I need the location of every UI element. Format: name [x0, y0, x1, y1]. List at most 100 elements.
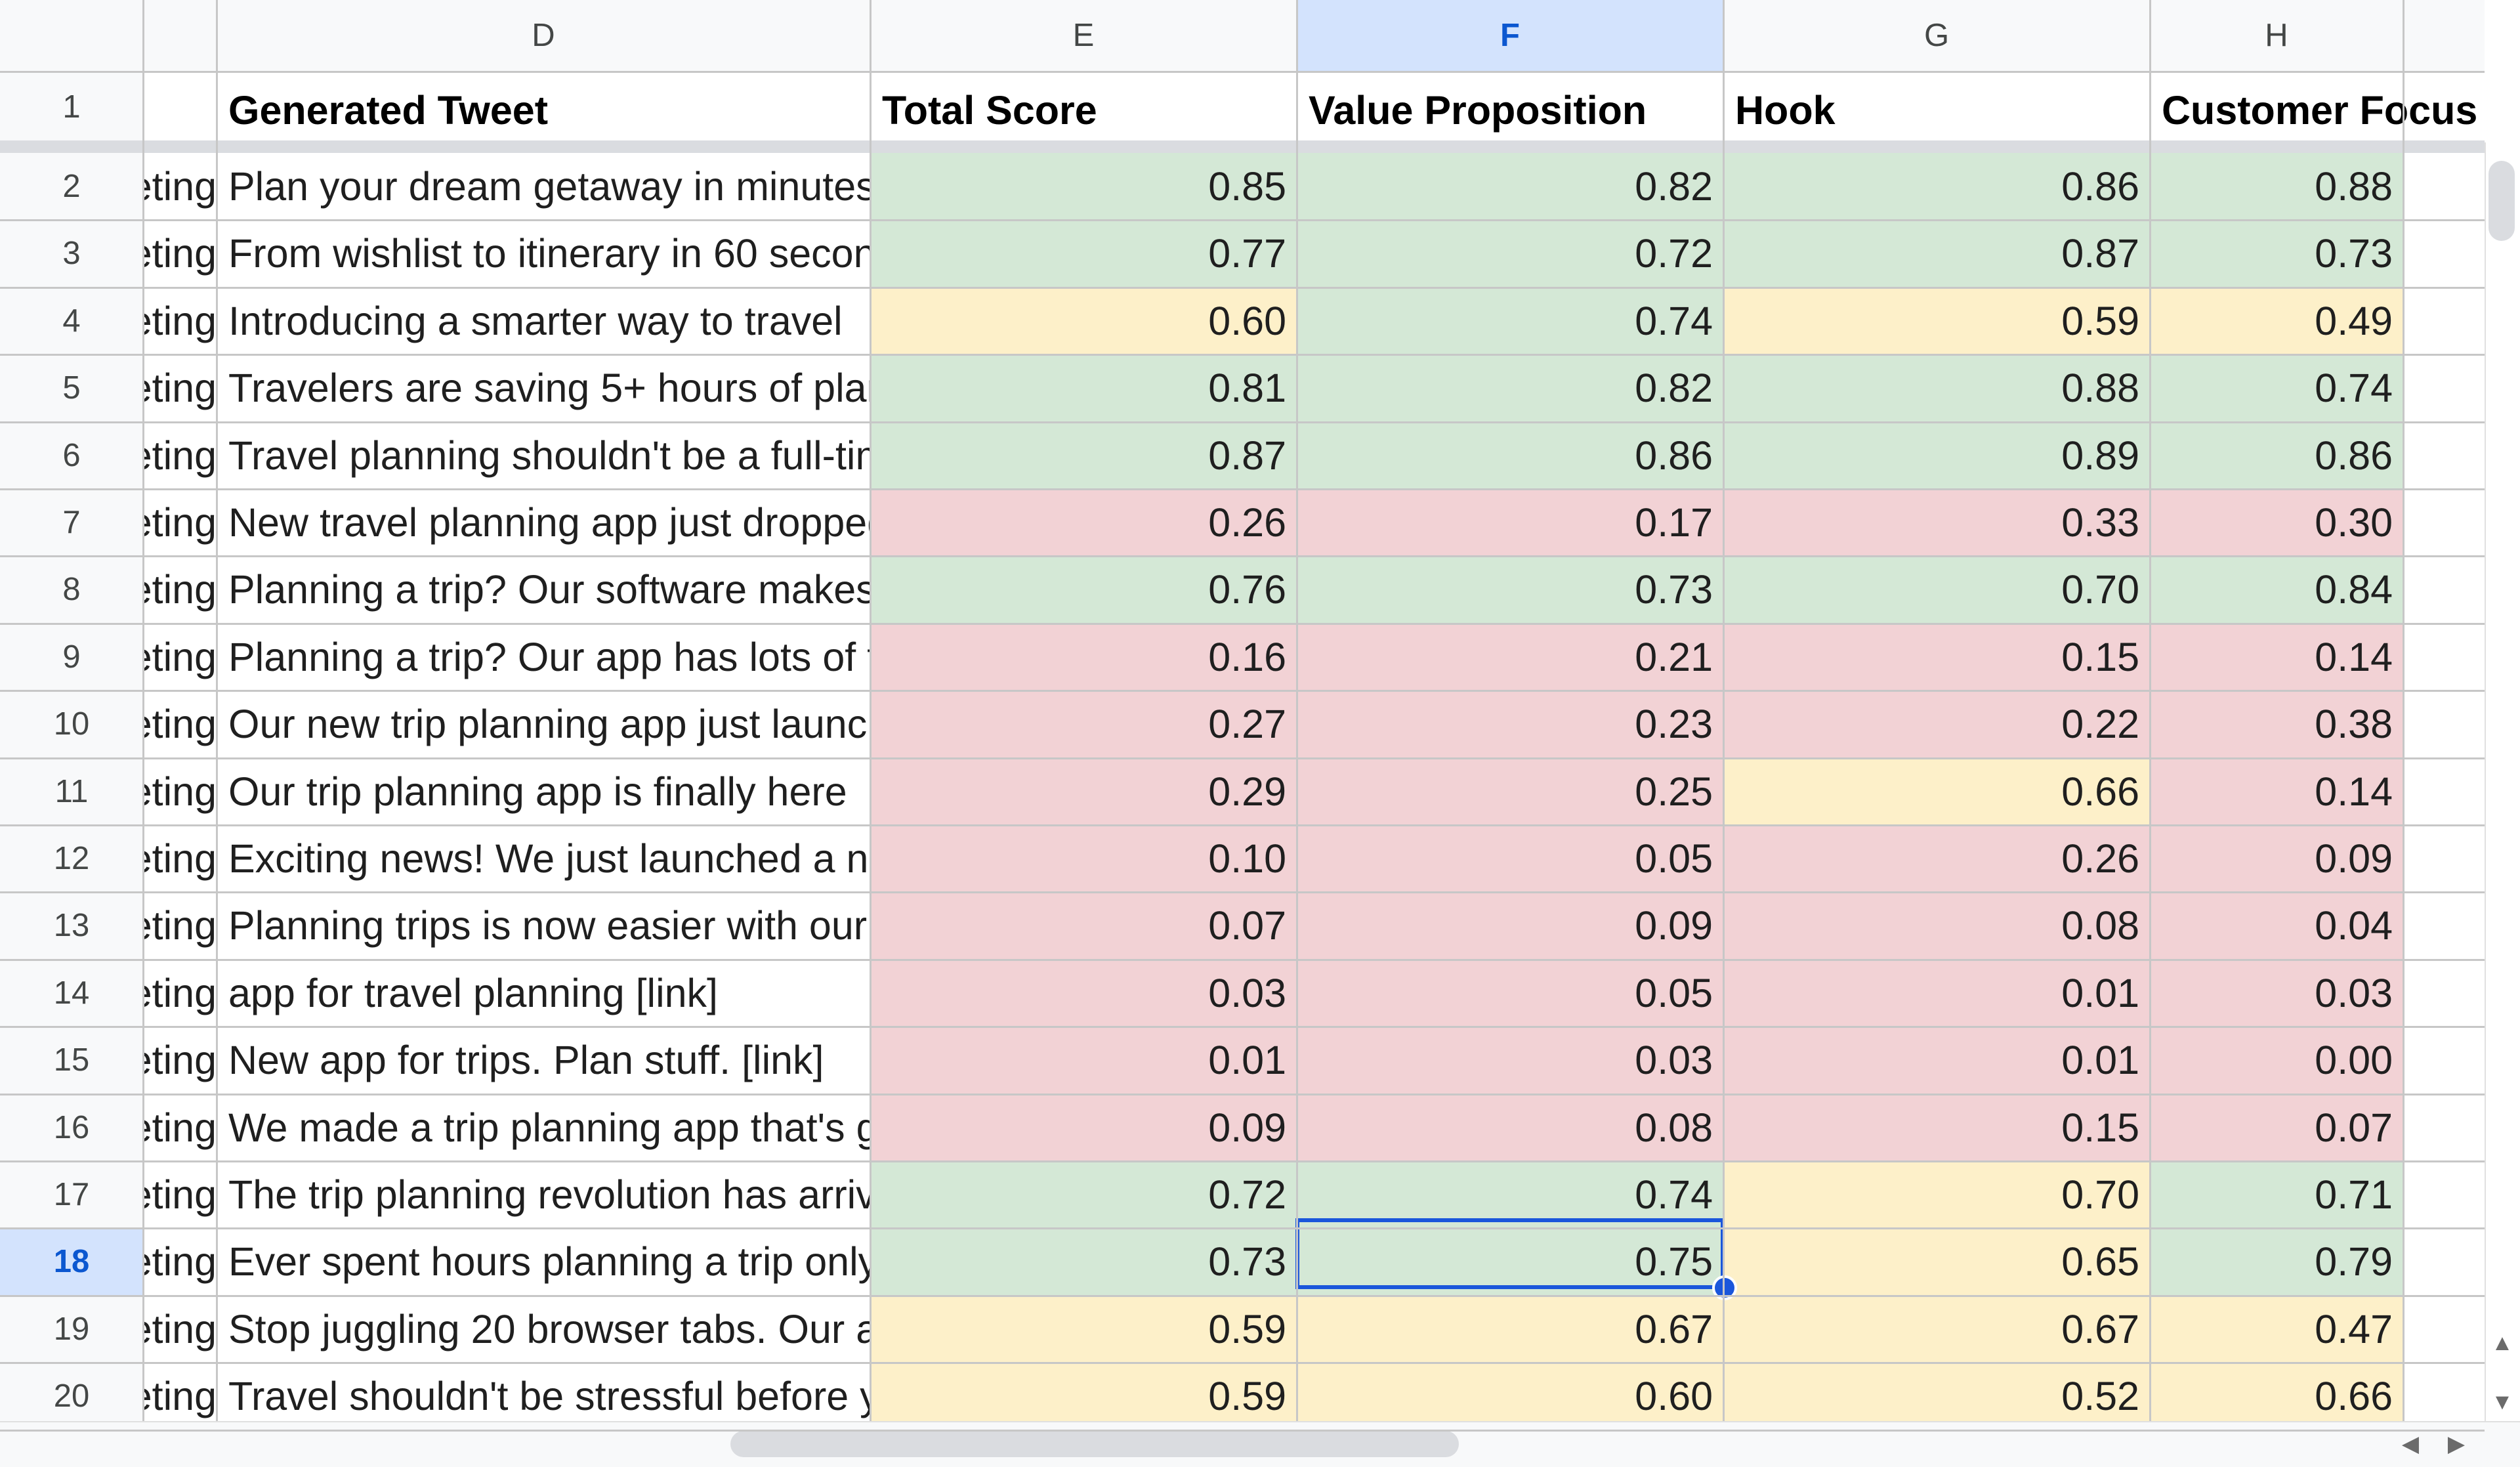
- row-header[interactable]: 10: [0, 691, 143, 758]
- value-proposition-cell[interactable]: 0.60: [1297, 1363, 1723, 1430]
- total-score-cell[interactable]: 0.01: [870, 1027, 1297, 1094]
- customer-focus-cell[interactable]: 0.04: [2150, 892, 2403, 960]
- vertical-scrollbar-thumb[interactable]: [2488, 161, 2515, 241]
- customer-focus-cell[interactable]: 0.00: [2150, 1027, 2403, 1094]
- row-label-cell[interactable]: keting: [143, 366, 217, 410]
- value-proposition-cell[interactable]: 0.17: [1297, 489, 1723, 556]
- total-score-cell[interactable]: 0.81: [870, 354, 1297, 422]
- column-header-f[interactable]: F: [1297, 0, 1723, 72]
- tweet-cell[interactable]: The trip planning revolution has arrived: [228, 1172, 870, 1217]
- row-header[interactable]: 18: [0, 1228, 143, 1296]
- row-header[interactable]: 11: [0, 758, 143, 825]
- scroll-left-arrow[interactable]: ◀: [2401, 1432, 2420, 1456]
- hook-cell[interactable]: 0.15: [1723, 1094, 2150, 1161]
- row-label-cell[interactable]: keting: [143, 500, 217, 545]
- row-label-cell[interactable]: keting: [143, 1239, 217, 1284]
- hook-cell[interactable]: 0.65: [1723, 1228, 2150, 1296]
- value-proposition-cell[interactable]: 0.74: [1297, 287, 1723, 354]
- column-header-e[interactable]: E: [870, 0, 1297, 72]
- row-header[interactable]: 6: [0, 422, 143, 489]
- tweet-cell[interactable]: Exciting news! We just launched a new ap…: [228, 836, 870, 881]
- customer-focus-cell[interactable]: 0.07: [2150, 1094, 2403, 1161]
- hook-cell[interactable]: 0.52: [1723, 1363, 2150, 1430]
- horizontal-scrollbar-thumb[interactable]: [730, 1431, 1459, 1457]
- row-label-cell[interactable]: keting: [143, 903, 217, 948]
- tweet-cell[interactable]: We made a trip planning app that's great: [228, 1105, 870, 1150]
- value-proposition-cell[interactable]: 0.21: [1297, 624, 1723, 691]
- row-label-cell[interactable]: keting: [143, 299, 217, 343]
- row-header[interactable]: 15: [0, 1027, 143, 1094]
- customer-focus-cell[interactable]: 0.09: [2150, 825, 2403, 892]
- value-proposition-cell[interactable]: 0.86: [1297, 422, 1723, 489]
- hook-cell[interactable]: 0.15: [1723, 624, 2150, 691]
- hook-cell[interactable]: 0.67: [1723, 1296, 2150, 1363]
- row-header[interactable]: 5: [0, 354, 143, 422]
- hook-cell[interactable]: 0.01: [1723, 960, 2150, 1027]
- tweet-cell[interactable]: Planning a trip? Our app has lots of fea…: [228, 635, 870, 679]
- customer-focus-cell[interactable]: 0.66: [2150, 1363, 2403, 1430]
- row-header[interactable]: 14: [0, 960, 143, 1027]
- header-customer-focus[interactable]: Customer Focus: [2162, 88, 2478, 133]
- value-proposition-cell[interactable]: 0.72: [1297, 220, 1723, 287]
- row-header[interactable]: 16: [0, 1094, 143, 1161]
- hook-cell[interactable]: 0.33: [1723, 489, 2150, 556]
- row-header[interactable]: 2: [0, 153, 143, 220]
- hook-cell[interactable]: 0.70: [1723, 1161, 2150, 1228]
- row-label-cell[interactable]: keting: [143, 769, 217, 814]
- row-header[interactable]: 4: [0, 287, 143, 354]
- column-header-g[interactable]: G: [1723, 0, 2150, 72]
- vertical-scrollbar[interactable]: [2485, 142, 2520, 1424]
- header-generated-tweet[interactable]: Generated Tweet: [228, 88, 549, 133]
- tweet-cell[interactable]: New app for trips. Plan stuff. [link]: [228, 1038, 824, 1082]
- row-label-cell[interactable]: keting: [143, 1374, 217, 1418]
- customer-focus-cell[interactable]: 0.84: [2150, 556, 2403, 624]
- customer-focus-cell[interactable]: 0.71: [2150, 1161, 2403, 1228]
- customer-focus-cell[interactable]: 0.73: [2150, 220, 2403, 287]
- row-header[interactable]: 20: [0, 1363, 143, 1430]
- value-proposition-cell[interactable]: 0.09: [1297, 892, 1723, 960]
- total-score-cell[interactable]: 0.07: [870, 892, 1297, 960]
- total-score-cell[interactable]: 0.26: [870, 489, 1297, 556]
- tweet-cell[interactable]: Planning a trip? Our software makes it e…: [228, 567, 870, 612]
- tweet-cell[interactable]: From wishlist to itinerary in 60 seconds: [228, 231, 870, 276]
- column-header-d[interactable]: D: [217, 0, 870, 72]
- row-header[interactable]: 9: [0, 624, 143, 691]
- row-header[interactable]: 19: [0, 1296, 143, 1363]
- row-label-cell[interactable]: keting: [143, 836, 217, 881]
- tweet-cell[interactable]: New travel planning app just dropped: [228, 500, 870, 545]
- total-score-cell[interactable]: 0.77: [870, 220, 1297, 287]
- hook-cell[interactable]: 0.70: [1723, 556, 2150, 624]
- total-score-cell[interactable]: 0.60: [870, 287, 1297, 354]
- row-header[interactable]: 13: [0, 892, 143, 960]
- customer-focus-cell[interactable]: 0.14: [2150, 758, 2403, 825]
- hook-cell[interactable]: 0.22: [1723, 691, 2150, 758]
- hook-cell[interactable]: 0.87: [1723, 220, 2150, 287]
- header-total-score[interactable]: Total Score: [882, 88, 1097, 133]
- hook-cell[interactable]: 0.66: [1723, 758, 2150, 825]
- tweet-cell[interactable]: Our trip planning app is finally here: [228, 769, 847, 814]
- value-proposition-cell[interactable]: 0.75: [1297, 1228, 1723, 1296]
- row-label-cell[interactable]: keting: [143, 1038, 217, 1082]
- row-header[interactable]: 8: [0, 556, 143, 624]
- tweet-cell[interactable]: Travelers are saving 5+ hours of plannin…: [228, 366, 870, 410]
- value-proposition-cell[interactable]: 0.67: [1297, 1296, 1723, 1363]
- customer-focus-cell[interactable]: 0.49: [2150, 287, 2403, 354]
- total-score-cell[interactable]: 0.73: [870, 1228, 1297, 1296]
- value-proposition-cell[interactable]: 0.08: [1297, 1094, 1723, 1161]
- customer-focus-cell[interactable]: 0.79: [2150, 1228, 2403, 1296]
- hook-cell[interactable]: 0.01: [1723, 1027, 2150, 1094]
- row-label-cell[interactable]: keting: [143, 1172, 217, 1217]
- total-score-cell[interactable]: 0.16: [870, 624, 1297, 691]
- hook-cell[interactable]: 0.26: [1723, 825, 2150, 892]
- customer-focus-cell[interactable]: 0.03: [2150, 960, 2403, 1027]
- tweet-cell[interactable]: Introducing a smarter way to travel: [228, 299, 843, 343]
- hook-cell[interactable]: 0.59: [1723, 287, 2150, 354]
- hook-cell[interactable]: 0.89: [1723, 422, 2150, 489]
- total-score-cell[interactable]: 0.03: [870, 960, 1297, 1027]
- tweet-cell[interactable]: app for travel planning [link]: [228, 971, 718, 1015]
- tweet-cell[interactable]: Plan your dream getaway in minutes: [228, 164, 870, 209]
- total-score-cell[interactable]: 0.59: [870, 1363, 1297, 1430]
- value-proposition-cell[interactable]: 0.23: [1297, 691, 1723, 758]
- column-header-h[interactable]: H: [2150, 0, 2403, 72]
- row-label-cell[interactable]: keting: [143, 433, 217, 478]
